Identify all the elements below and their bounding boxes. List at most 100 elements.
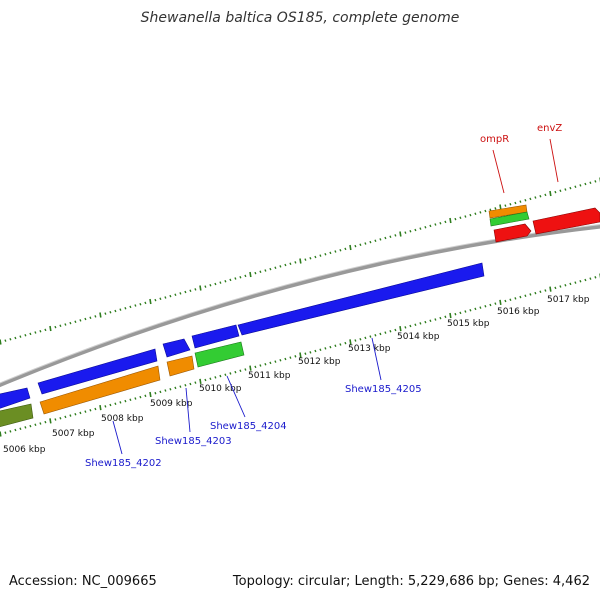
- inner-tick: [79, 411, 82, 415]
- gene-label-shew185_4203[interactable]: Shew185_4203: [155, 436, 232, 447]
- outer-tick: [44, 328, 47, 332]
- outer-tick: [389, 235, 392, 238]
- outer-tick: [159, 297, 162, 301]
- gene-blue-3[interactable]: [162, 338, 191, 358]
- gene-blue-4[interactable]: [191, 324, 240, 349]
- gene-orange-2[interactable]: [166, 355, 195, 377]
- outer-tick: [129, 305, 132, 309]
- inner-tick: [64, 415, 67, 419]
- inner-tick: [414, 323, 417, 326]
- inner-tick: [99, 405, 102, 411]
- inner-tick: [424, 320, 427, 324]
- outer-tick: [164, 296, 167, 299]
- tick-label: 5011 kbp: [248, 371, 291, 381]
- outer-tick: [89, 316, 92, 319]
- inner-tick: [584, 278, 587, 282]
- inner-tick: [364, 336, 367, 340]
- tick-label: 5007 kbp: [52, 429, 95, 439]
- gene-green-1[interactable]: [194, 341, 245, 368]
- inner-tick: [334, 344, 337, 348]
- outer-tick: [349, 244, 352, 251]
- outer-tick: [104, 312, 107, 315]
- callout-line: [371, 337, 382, 381]
- inner-tick: [204, 378, 207, 382]
- inner-tick: [109, 403, 112, 407]
- outer-tick: [469, 213, 472, 217]
- inner-tick: [379, 332, 382, 336]
- inner-tick: [474, 307, 477, 311]
- inner-tick: [159, 390, 162, 394]
- gene-green-2[interactable]: [489, 211, 530, 227]
- inner-tick: [139, 395, 142, 399]
- inner-tick: [579, 280, 582, 283]
- inner-tick: [439, 316, 442, 320]
- outer-tick: [49, 325, 52, 332]
- inner-tick: [0, 431, 2, 437]
- gene-label-ompr[interactable]: ompR: [480, 134, 509, 145]
- gene-blue-5[interactable]: [237, 262, 485, 336]
- inner-tick: [324, 347, 327, 350]
- outer-tick: [4, 339, 7, 342]
- inner-tick: [44, 420, 47, 424]
- gene-label-shew185_4204[interactable]: Shew185_4204: [210, 421, 287, 432]
- outer-tick: [224, 279, 227, 283]
- tick-label: 5017 kbp: [547, 295, 590, 305]
- outer-tick: [54, 325, 57, 329]
- inner-tick: [339, 343, 342, 346]
- inner-tick: [229, 372, 232, 375]
- inner-tick: [574, 281, 577, 284]
- inner-tick: [54, 418, 57, 421]
- inner-tick: [454, 312, 457, 316]
- gene-red-envZ[interactable]: [532, 207, 600, 235]
- outer-tick: [449, 217, 452, 224]
- gene-label-shew185_4202[interactable]: Shew185_4202: [85, 458, 162, 469]
- outer-tick: [464, 215, 467, 218]
- outer-tick: [34, 331, 37, 334]
- tick-label: 5016 kbp: [497, 307, 540, 317]
- inner-tick: [174, 386, 177, 390]
- inner-tick: [199, 378, 202, 384]
- inner-tick: [469, 308, 472, 312]
- outer-tick: [499, 204, 502, 210]
- gene-orange-1[interactable]: [39, 365, 161, 415]
- outer-tick: [474, 212, 477, 216]
- inner-tick: [219, 374, 222, 378]
- outer-tick: [274, 266, 277, 270]
- inner-tick: [119, 401, 122, 404]
- outer-tick: [564, 188, 567, 191]
- gene-olive-1[interactable]: [0, 403, 34, 428]
- gene-label-shew185_4205[interactable]: Shew185_4205: [345, 384, 422, 395]
- outer-tick: [494, 207, 497, 210]
- outer-tick-track: [0, 177, 600, 345]
- inner-tick: [569, 282, 572, 286]
- inner-tick: [484, 305, 487, 308]
- inner-tick: [289, 356, 292, 359]
- inner-tick: [309, 351, 312, 354]
- inner-tick: [514, 297, 517, 300]
- inner-tick: [74, 412, 77, 416]
- inner-tick: [589, 277, 592, 280]
- inner-tick: [319, 348, 322, 351]
- outer-tick: [149, 298, 152, 305]
- inner-tick: [504, 299, 507, 303]
- callout-line: [226, 375, 246, 418]
- inner-tick: [399, 326, 402, 332]
- gene-blue-2[interactable]: [37, 348, 158, 395]
- inner-tick: [524, 294, 527, 298]
- outer-tick: [179, 292, 182, 295]
- outer-tick: [9, 338, 12, 341]
- gene-blue-1[interactable]: [0, 387, 31, 410]
- outer-tick: [234, 277, 237, 280]
- inner-tick: [184, 384, 187, 387]
- inner-tick: [529, 293, 532, 296]
- gene-label-envz[interactable]: envZ: [537, 123, 562, 134]
- outer-tick: [94, 315, 97, 318]
- outer-tick: [289, 262, 292, 265]
- outer-tick: [329, 251, 332, 255]
- inner-tick: [519, 295, 522, 299]
- inner-tick: [169, 387, 172, 391]
- inner-tick: [479, 306, 482, 309]
- tick-label: 5013 kbp: [348, 344, 391, 354]
- inner-tick: [144, 394, 147, 398]
- gene-red-ompR[interactable]: [493, 223, 532, 243]
